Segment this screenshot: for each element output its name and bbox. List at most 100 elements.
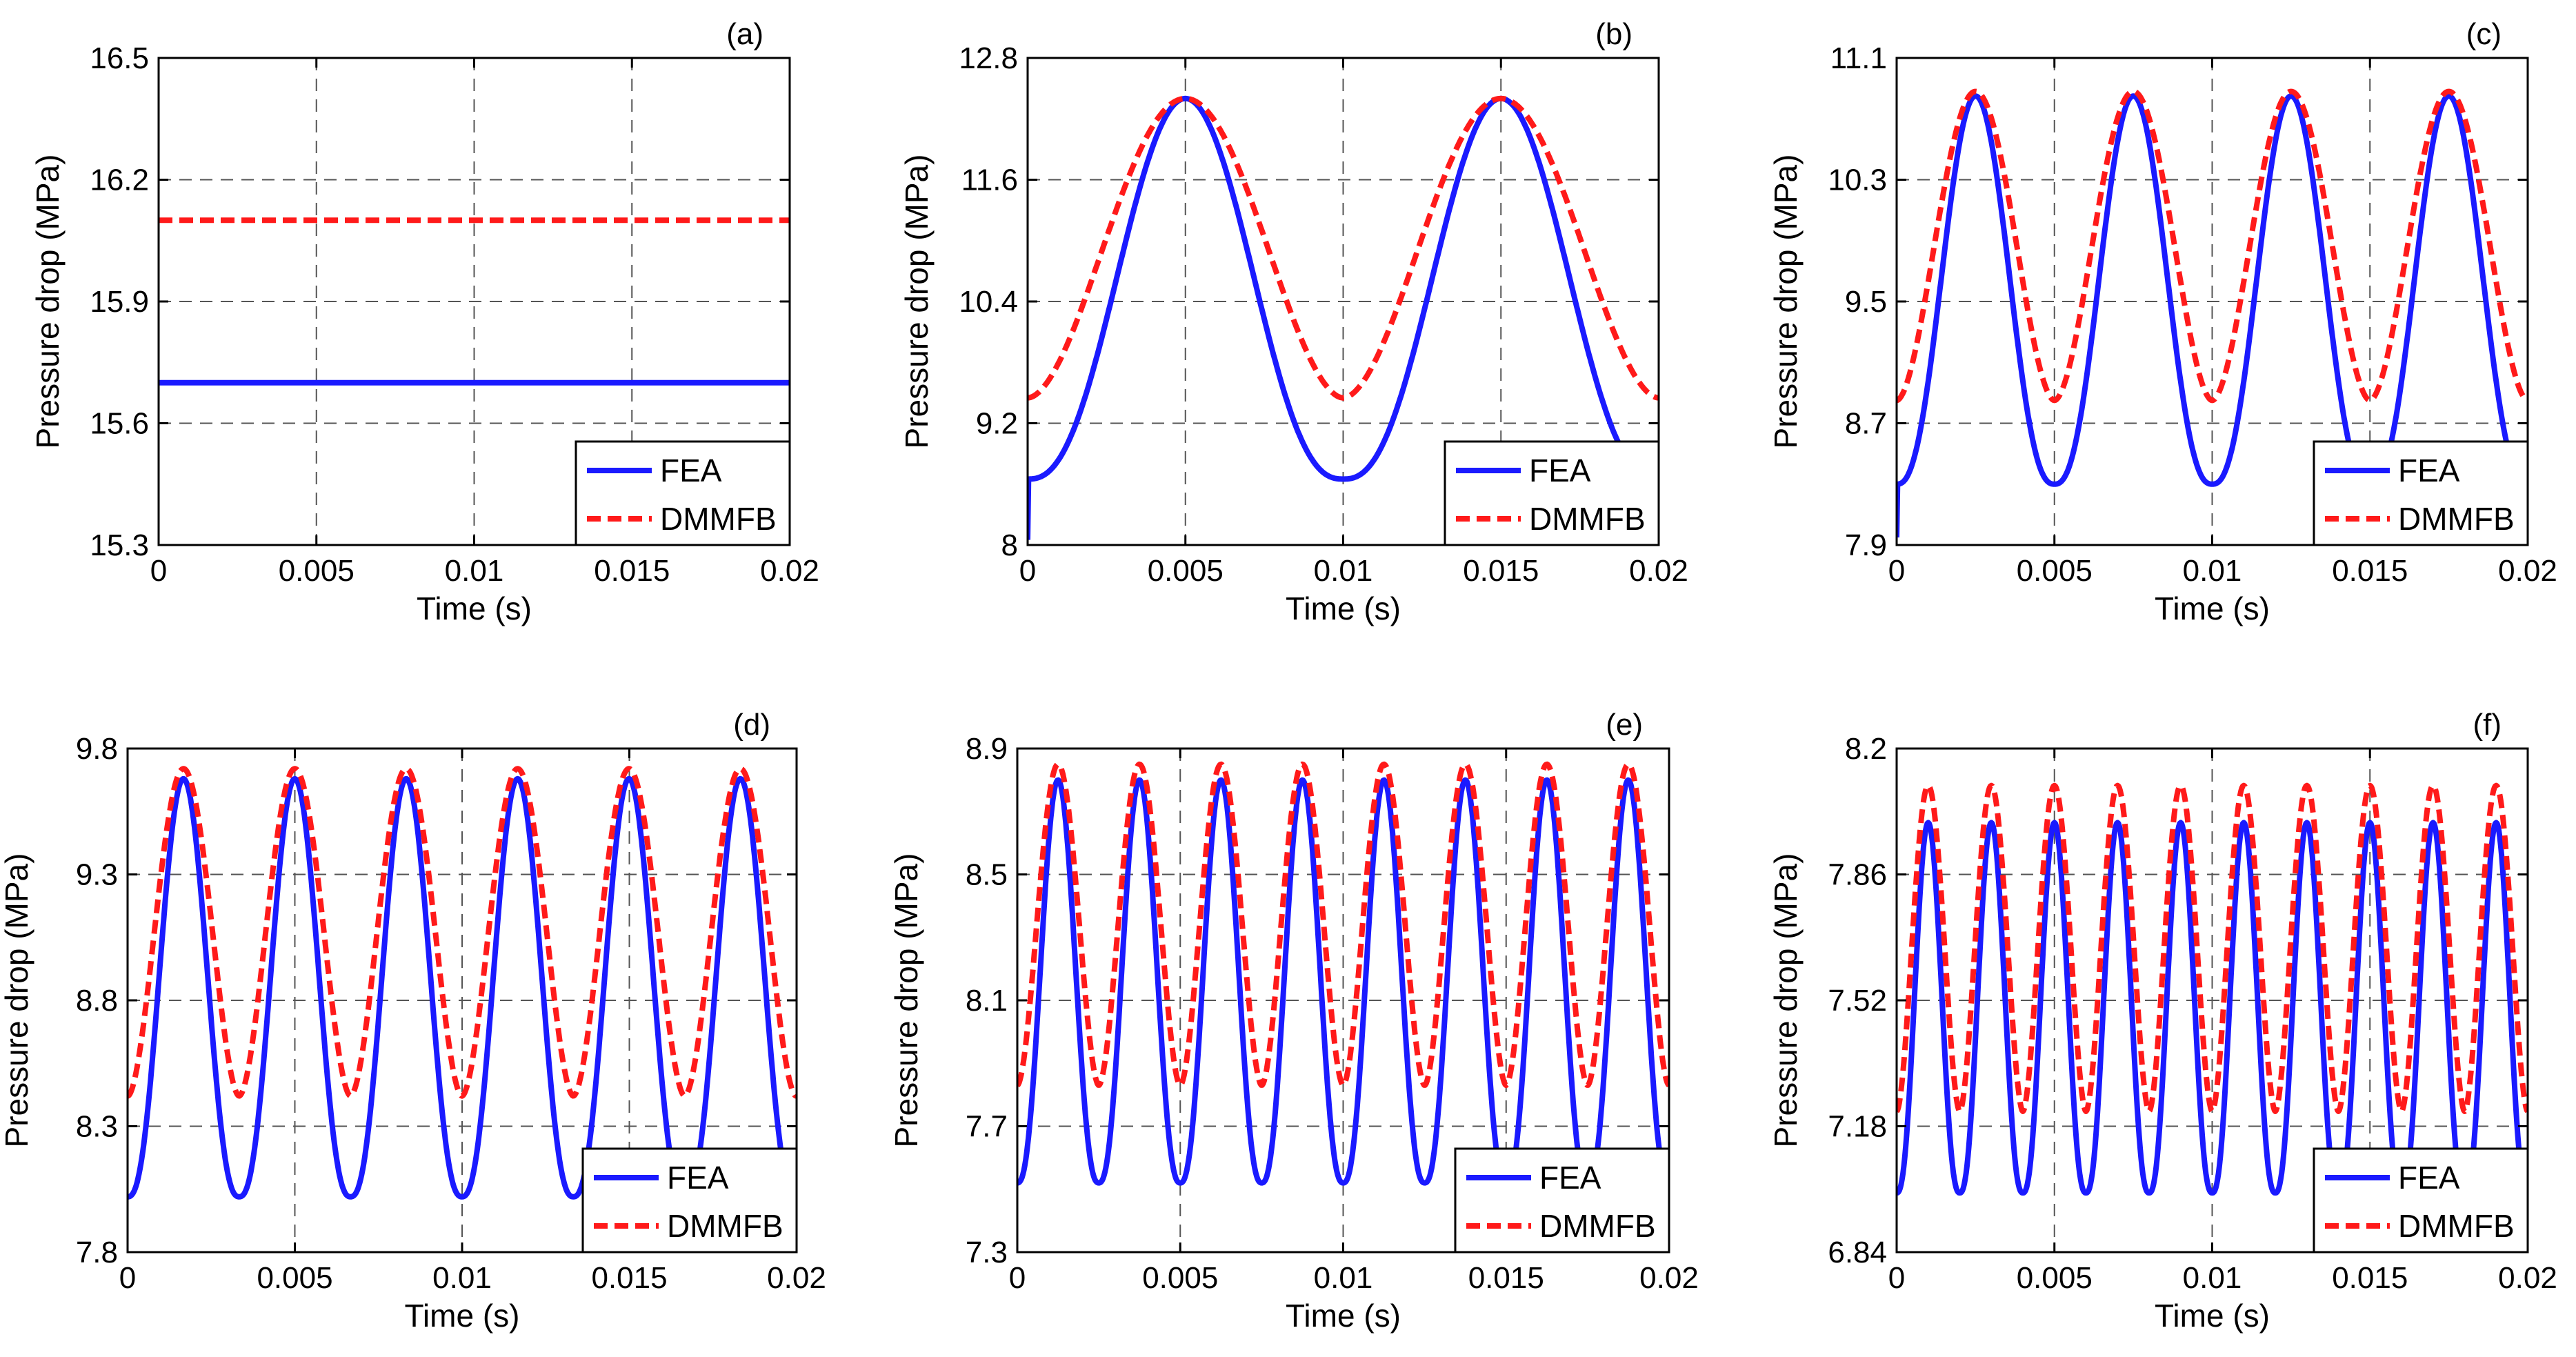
y-tick-label: 7.3: [966, 1236, 1008, 1269]
x-tick-label: 0.005: [1148, 554, 1224, 588]
y-tick-label: 11.1: [1830, 41, 1887, 75]
legend-box: [581, 1147, 798, 1254]
x-tick-label: 0.005: [1142, 1261, 1218, 1295]
y-tick-label: 7.18: [1828, 1110, 1887, 1144]
x-axis-label: Time (s): [2155, 591, 2270, 626]
y-tick-label: 9.2: [976, 407, 1018, 441]
panel-label: (b): [1595, 17, 1633, 51]
x-tick-label: 0.015: [1463, 554, 1539, 588]
x-tick-label: 0.02: [1629, 554, 1688, 588]
x-tick-label: 0.01: [1314, 554, 1373, 588]
panel-e: 0 0.005 0.01 0.015 0.02 7.3 7.7 8.1 8.5 8.9 Time (…: [888, 708, 1699, 1334]
x-axis-label: Time (s): [2155, 1298, 2270, 1334]
y-tick-label: 16.2: [90, 164, 149, 197]
legend: FEA DMMFB: [1444, 440, 1660, 546]
legend-label-fea: FEA: [667, 1160, 729, 1196]
panel-label: (a): [726, 17, 763, 51]
y-tick-label: 8.2: [1845, 732, 1887, 766]
legend-label-dmmfb: DMMFB: [660, 501, 777, 537]
x-tick-label: 0.015: [591, 1261, 667, 1295]
y-tick-label: 7.9: [1845, 528, 1887, 562]
y-tick-label: 8.9: [966, 732, 1008, 766]
y-tick-label: 16.5: [90, 41, 149, 75]
y-axis-label: Pressure drop (MPa): [0, 853, 34, 1148]
x-tick-label: 0.005: [257, 1261, 332, 1295]
series-line-dmmfb: [1017, 761, 1669, 1089]
legend-box: [1454, 1147, 1670, 1254]
legend-box: [1444, 440, 1660, 546]
y-tick-label: 15.3: [90, 528, 149, 562]
legend: FEA DMMFB: [2313, 1147, 2529, 1254]
y-axis-label: Pressure drop (MPa): [30, 155, 66, 449]
x-tick-label: 0.015: [594, 554, 670, 588]
x-tick-label: 0.02: [767, 1261, 826, 1295]
panel-c: 0 0.005 0.01 0.015 0.02 7.9 8.7 9.5 10.3 11.1 Time…: [1768, 17, 2557, 626]
x-axis-label: Time (s): [405, 1298, 520, 1334]
legend-label-dmmfb: DMMFB: [667, 1208, 783, 1244]
series-line-fea: [1897, 820, 2528, 1196]
legend-label-dmmfb: DMMFB: [1529, 501, 1646, 537]
series-line-dmmfb: [128, 766, 797, 1099]
x-tick-label: 0.005: [279, 554, 355, 588]
y-tick-label: 8.1: [966, 984, 1008, 1018]
x-tick-label: 0.005: [2017, 554, 2093, 588]
x-tick-label: 0: [119, 1261, 136, 1295]
x-tick-label: 0.01: [1314, 1261, 1373, 1295]
legend-label-dmmfb: DMMFB: [1539, 1208, 1656, 1244]
x-tick-label: 0.02: [2498, 1261, 2557, 1295]
y-tick-label: 11.6: [961, 164, 1018, 197]
legend-label-dmmfb: DMMFB: [2398, 501, 2515, 537]
y-tick-label: 15.6: [90, 407, 149, 441]
y-tick-label: 10.4: [959, 285, 1018, 319]
y-tick-label: 7.7: [966, 1110, 1008, 1144]
panel-label: (c): [2466, 17, 2502, 51]
x-tick-label: 0.015: [2332, 1261, 2408, 1295]
legend-box: [575, 440, 791, 546]
y-tick-label: 8.8: [76, 984, 118, 1018]
panel-d: 0 0.005 0.01 0.015 0.02 7.8 8.3 8.8 9.3 9.8 Time (…: [0, 708, 826, 1334]
y-axis-label: Pressure drop (MPa): [1768, 853, 1804, 1148]
y-axis-label: Pressure drop (MPa): [1768, 155, 1804, 449]
y-tick-label: 6.84: [1828, 1236, 1887, 1269]
legend: FEA DMMFB: [2313, 440, 2529, 546]
x-tick-label: 0.015: [1468, 1261, 1544, 1295]
series-line-dmmfb: [1897, 88, 2528, 404]
series-line-dmmfb: [1897, 782, 2528, 1114]
series-line-fea: [1028, 95, 1659, 540]
y-axis-label: Pressure drop (MPa): [899, 155, 935, 449]
series-line-fea: [1897, 93, 2528, 538]
y-tick-label: 9.3: [76, 858, 118, 892]
y-axis-label: Pressure drop (MPa): [888, 853, 924, 1148]
x-tick-label: 0.01: [2183, 1261, 2242, 1295]
x-axis-label: Time (s): [417, 591, 532, 626]
x-tick-label: 0.005: [2017, 1261, 2093, 1295]
legend-label-dmmfb: DMMFB: [2398, 1208, 2515, 1244]
y-tick-label: 12.8: [959, 41, 1018, 75]
panel-a: 0 0.005 0.01 0.015 0.02 15.3 15.6 15.9 16.2 16.5 T…: [30, 17, 819, 626]
series-line-dmmfb: [1028, 95, 1659, 401]
legend-label-fea: FEA: [2398, 453, 2460, 488]
x-tick-label: 0.01: [432, 1261, 492, 1295]
y-tick-label: 15.9: [90, 285, 149, 319]
panel-label: (f): [2473, 708, 2502, 742]
x-tick-label: 0.015: [2332, 554, 2408, 588]
panel-label: (d): [733, 708, 770, 742]
legend-label-fea: FEA: [1529, 453, 1591, 488]
x-tick-label: 0: [1009, 1261, 1026, 1295]
legend: FEA DMMFB: [581, 1147, 798, 1254]
x-tick-label: 0.01: [2183, 554, 2242, 588]
legend-label-fea: FEA: [2398, 1160, 2460, 1196]
legend-label-fea: FEA: [1539, 1160, 1601, 1196]
panel-f: 0 0.005 0.01 0.015 0.02 6.84 7.18 7.52 7.86 8.2 Ti…: [1768, 708, 2557, 1334]
legend: FEA DMMFB: [1454, 1147, 1670, 1254]
x-tick-label: 0.01: [445, 554, 504, 588]
legend-box: [2313, 440, 2529, 546]
y-tick-label: 9.8: [76, 732, 118, 766]
y-tick-label: 7.8: [76, 1236, 118, 1269]
y-tick-label: 8: [1001, 528, 1018, 562]
x-tick-label: 0.02: [760, 554, 819, 588]
y-tick-label: 8.5: [966, 858, 1008, 892]
x-tick-label: 0.02: [1639, 1261, 1699, 1295]
x-axis-label: Time (s): [1286, 1298, 1401, 1334]
